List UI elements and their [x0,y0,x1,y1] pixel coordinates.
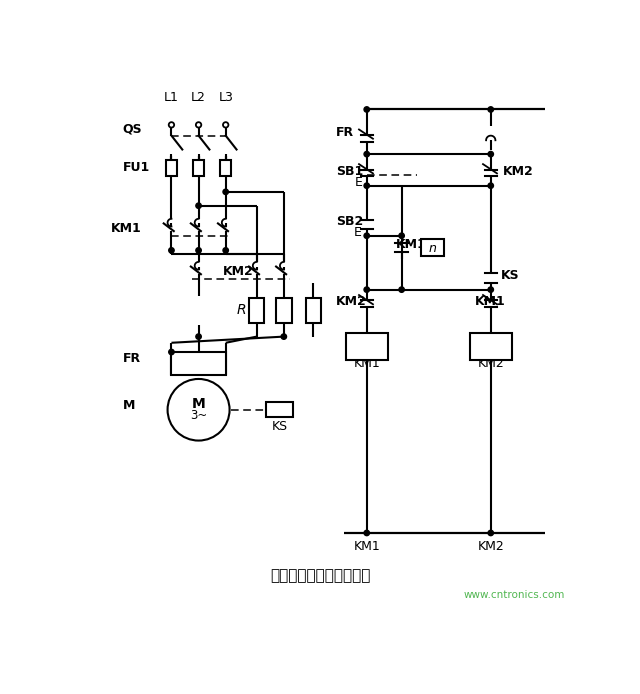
Circle shape [223,248,228,253]
Text: KM1: KM1 [396,238,427,251]
Bar [166,160,177,176]
Text: KM2: KM2 [223,264,254,278]
Text: 单向反接制动的控制线路: 单向反接制动的控制线路 [270,568,371,583]
Text: KM2: KM2 [477,357,504,370]
Text: KM1: KM1 [353,357,380,370]
Circle shape [196,334,202,339]
Text: 3~: 3~ [190,409,207,422]
Text: SB2: SB2 [336,214,363,228]
Bar [172,352,226,375]
Circle shape [364,233,369,239]
Text: FU1: FU1 [123,161,150,174]
Circle shape [488,151,493,157]
Text: QS: QS [123,122,142,135]
Bar [421,239,444,256]
Text: L3: L3 [218,91,233,103]
Text: E: E [353,226,362,239]
Text: M: M [192,396,205,411]
Circle shape [281,334,287,339]
Bar [346,332,388,359]
Text: KM2: KM2 [502,164,533,178]
Text: M: M [123,400,135,412]
Circle shape [399,287,404,292]
Bar [276,298,292,323]
Circle shape [488,183,493,188]
Circle shape [364,107,369,112]
Bar [220,160,231,176]
Circle shape [488,107,493,112]
Text: FR: FR [336,126,354,139]
Bar [266,402,293,418]
Circle shape [399,233,404,239]
Text: KM2: KM2 [336,296,367,308]
Text: KM2: KM2 [477,541,504,553]
Text: www.cntronics.com: www.cntronics.com [463,590,564,600]
Circle shape [196,203,202,208]
Text: L2: L2 [191,91,206,103]
Text: L1: L1 [164,91,179,103]
Circle shape [364,183,369,188]
Circle shape [364,287,369,292]
Bar [249,298,264,323]
Bar [193,160,204,176]
Circle shape [169,349,174,355]
Circle shape [169,248,174,253]
Circle shape [364,151,369,157]
Text: n: n [429,242,436,255]
Text: FR: FR [123,352,141,364]
Text: SB1: SB1 [336,164,363,178]
Circle shape [488,287,493,292]
Circle shape [196,248,202,253]
Text: R: R [236,303,246,316]
Text: KM1: KM1 [111,221,141,235]
Circle shape [488,530,493,536]
Text: R: R [276,303,286,316]
Text: KS: KS [501,269,520,282]
Text: KM1: KM1 [353,541,380,553]
Text: R: R [308,303,318,316]
Bar [305,298,321,323]
Circle shape [223,189,228,194]
Text: KM1: KM1 [476,296,506,308]
Circle shape [364,530,369,536]
Text: E: E [355,176,362,189]
Bar [470,332,511,359]
Text: KS: KS [272,420,288,433]
